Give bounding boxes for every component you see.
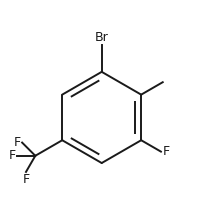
Text: F: F xyxy=(22,173,29,186)
Text: F: F xyxy=(9,149,16,162)
Text: Br: Br xyxy=(95,31,109,44)
Text: F: F xyxy=(163,145,170,158)
Text: F: F xyxy=(14,136,21,149)
